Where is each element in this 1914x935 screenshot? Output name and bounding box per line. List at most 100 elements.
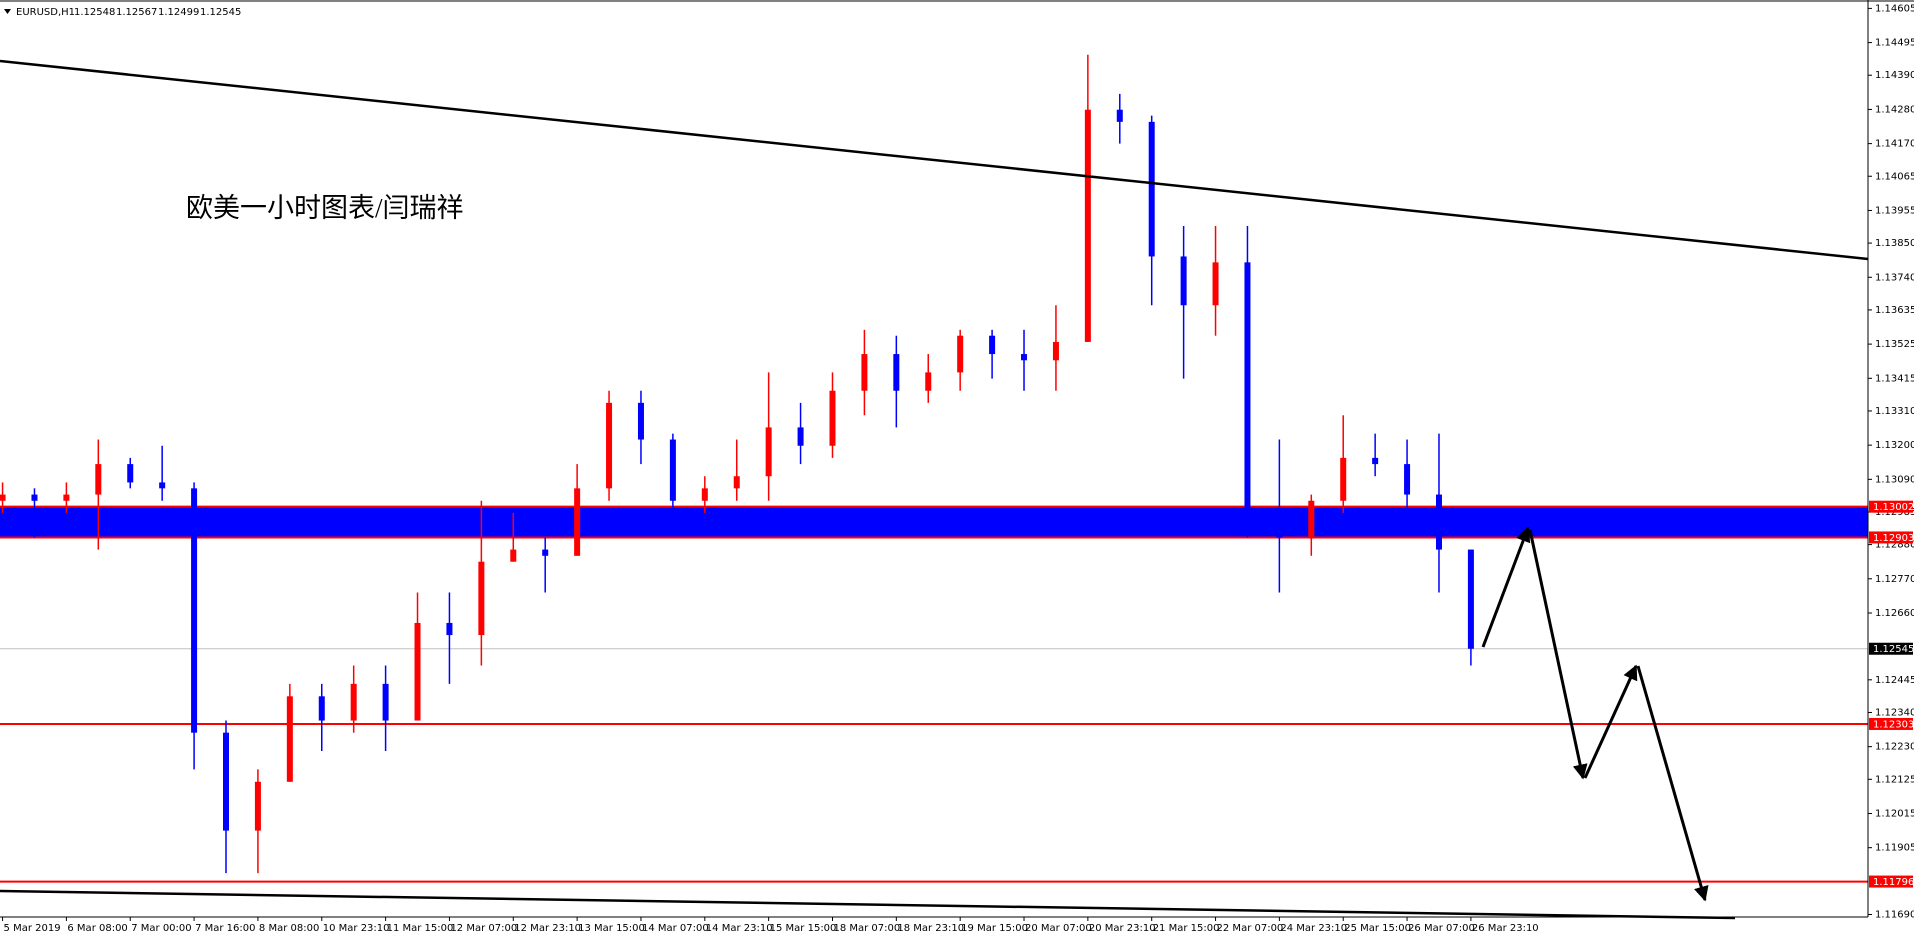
price-label-box — [1869, 531, 1913, 544]
x-tick-label: 26 Mar 07:00 — [1408, 923, 1475, 934]
x-tick-label: 14 Mar 23:10 — [706, 923, 773, 934]
y-tick-label: 1.14495 — [1875, 38, 1914, 49]
header-low: 1.12499 — [158, 7, 199, 18]
x-tick-label: 7 Mar 00:00 — [131, 923, 191, 934]
candle-body — [0, 494, 6, 501]
candle-layer — [0, 54, 1474, 874]
candle-body — [286, 696, 293, 782]
candle-body — [542, 549, 549, 556]
annotation: 欧美一小时图表/闫瑞祥 — [186, 193, 464, 223]
header-close: 1.12545 — [200, 7, 241, 18]
candle-body — [159, 482, 166, 489]
menu-arrow — [4, 9, 11, 14]
candle-body — [797, 427, 804, 446]
x-tick-label: 19 Mar 15:00 — [961, 923, 1028, 934]
y-tick-label: 1.12770 — [1875, 574, 1914, 585]
candle-body — [1116, 109, 1123, 122]
y-tick-label: 1.14605 — [1875, 3, 1914, 14]
x-tick-label: 6 Mar 08:00 — [67, 923, 127, 934]
candle-body — [1340, 457, 1347, 501]
price-label-box — [1869, 875, 1913, 888]
candle-body — [222, 732, 229, 831]
x-tick-label: 18 Mar 07:00 — [833, 923, 900, 934]
y-tick-label: 1.14390 — [1875, 70, 1914, 81]
y-tick-label: 1.13310 — [1875, 406, 1914, 417]
candle-body — [1244, 262, 1251, 513]
zone-layer — [0, 505, 1868, 883]
x-tick-label: 22 Mar 07:00 — [1217, 923, 1284, 934]
y-tick-label: 1.12445 — [1875, 675, 1914, 686]
resistance-zone — [0, 506, 1868, 538]
candle-body — [127, 464, 134, 483]
candle-body — [95, 464, 102, 495]
candle-body — [1212, 262, 1219, 306]
candle-body — [1404, 464, 1411, 495]
y-tick-label: 1.11905 — [1875, 843, 1914, 854]
x-tick-label: 15 Mar 15:00 — [770, 923, 837, 934]
y-tick-label: 1.13090 — [1875, 474, 1914, 485]
candle-body — [829, 390, 836, 446]
candle-body — [478, 561, 485, 636]
y-tick-label: 1.12015 — [1875, 808, 1914, 819]
candle-body — [1467, 549, 1474, 649]
price-label: 1.11796 — [1873, 877, 1914, 888]
x-tick-label: 21 Mar 15:00 — [1153, 923, 1220, 934]
trend-line — [0, 889, 1736, 920]
y-tick-label: 1.13740 — [1875, 272, 1914, 283]
price-label: 1.12545 — [1873, 644, 1914, 655]
candle-body — [1180, 256, 1187, 306]
forecast-arrow — [1528, 529, 1588, 780]
y-tick-label: 1.13850 — [1875, 238, 1914, 249]
y-tick-label: 1.14280 — [1875, 104, 1914, 115]
forecast-arrow — [1583, 664, 1638, 779]
candle-body — [1435, 494, 1442, 550]
x-tick-label: 10 Mar 23:10 — [323, 923, 390, 934]
candle-body — [382, 683, 389, 721]
x-tick-label: 24 Mar 23:10 — [1280, 923, 1347, 934]
y-tick-label: 1.12230 — [1875, 742, 1914, 753]
candle-body — [318, 696, 325, 721]
candle-body — [669, 439, 676, 501]
forecast-arrow — [1636, 665, 1709, 902]
candle-body — [510, 549, 517, 562]
candle-body — [957, 335, 964, 373]
candle-body — [925, 372, 932, 391]
x-tick-label: 8 Mar 08:00 — [259, 923, 319, 934]
x-tick-label: 5 Mar 2019 — [4, 923, 61, 934]
x-tick-label: 12 Mar 23:10 — [514, 923, 581, 934]
x-tick-label: 20 Mar 07:00 — [1025, 923, 1092, 934]
y-tick-label: 1.14065 — [1875, 171, 1914, 182]
candle-body — [1276, 512, 1283, 538]
y-tick-label: 1.13200 — [1875, 440, 1914, 451]
x-tick-label: 26 Mar 23:10 — [1472, 923, 1539, 934]
candle-body — [191, 488, 198, 733]
y-tick-label: 1.12340 — [1875, 707, 1914, 718]
x-tick-label: 20 Mar 23:10 — [1089, 923, 1156, 934]
trend-line — [0, 59, 1869, 261]
y-tick-label: 1.14170 — [1875, 139, 1914, 150]
y-tick-label: 1.12660 — [1875, 608, 1914, 619]
x-tick-label: 14 Mar 07:00 — [642, 923, 709, 934]
price-label-box — [1869, 500, 1913, 513]
price-label: 1.13002 — [1873, 502, 1914, 513]
candle-body — [765, 427, 772, 477]
y-tick-label: 1.13415 — [1875, 373, 1914, 384]
x-tick-label: 12 Mar 07:00 — [450, 923, 517, 934]
candle-body — [1148, 121, 1155, 257]
candle-body — [254, 781, 261, 831]
price-label-box — [1869, 717, 1913, 730]
header-open: 1.12548 — [74, 7, 115, 18]
x-tick-label: 25 Mar 15:00 — [1344, 923, 1411, 934]
forecast-arrow — [1481, 526, 1531, 648]
symbol: EURUSD,H1 — [16, 7, 75, 18]
candle-body — [893, 354, 900, 391]
price-label: 1.12303 — [1873, 719, 1914, 730]
x-tick-label: 11 Mar 15:00 — [387, 923, 454, 934]
y-tick-label: 1.11690 — [1875, 910, 1914, 921]
candle-body — [574, 488, 581, 556]
axis-layer: 1.14605 1.14495 1.14390 1.14280 1.14170 1.140… — [2, 3, 1914, 934]
y-tick-label: 1.13955 — [1875, 205, 1914, 216]
candle-body — [1308, 500, 1315, 538]
